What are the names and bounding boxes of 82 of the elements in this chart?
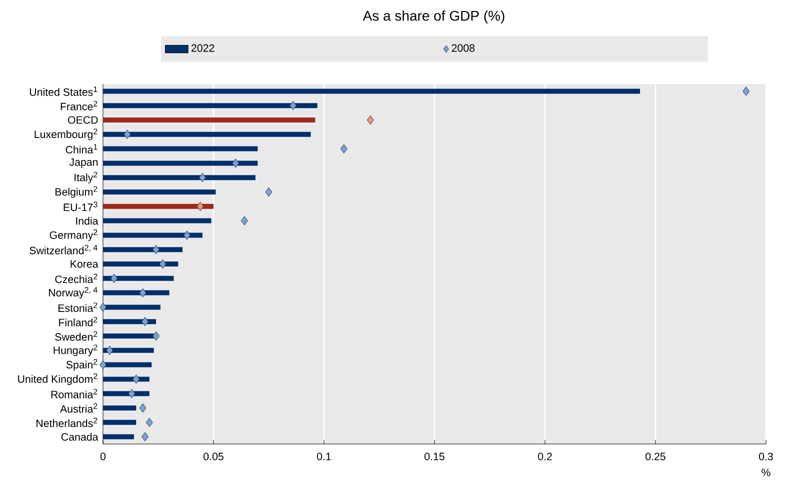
y-tick-label: Luxembourg$^{2}$: [34, 128, 98, 140]
x-tick-label: 0.05: [204, 452, 224, 460]
x-axis-title: %: [762, 468, 770, 476]
point: [124, 130, 131, 139]
y-tick-label: Hungary$^{2}$: [54, 344, 98, 356]
y-tick-label: Belgium$^{2}$: [56, 186, 98, 198]
bar: [103, 175, 256, 180]
point: [142, 317, 148, 326]
bar: [103, 304, 160, 310]
y-tick-label: Korea: [70, 260, 98, 268]
bar: [103, 218, 212, 224]
chart-title: As a share of GDP (%): [362, 10, 504, 24]
x-tick-label: 0.3: [758, 452, 773, 460]
y-tick-label: Japan: [69, 158, 98, 168]
point: [139, 288, 146, 298]
bar: [103, 146, 258, 152]
x-tick-label: 0.2: [538, 452, 552, 460]
bar: [103, 362, 152, 368]
y-tick-label: Sweden$^{2}$: [55, 331, 98, 341]
bar: [103, 189, 216, 194]
point: [152, 245, 160, 254]
bar: [103, 247, 183, 252]
y-tick-label: Estonia$^{2}$: [58, 302, 98, 312]
y-tick-label: United Kingdom$^{2}$: [18, 373, 98, 385]
y-tick-label: EU-17$^{3}$: [64, 202, 98, 212]
x-tick-label: 0.25: [646, 452, 666, 460]
point: [152, 331, 160, 341]
bar: [103, 434, 134, 440]
point: [340, 144, 348, 154]
point: [290, 101, 297, 110]
bar: [103, 160, 258, 166]
x-tick-label: 0.1: [317, 452, 331, 460]
y-tick-label: Italy$^{2}$: [74, 172, 98, 184]
bar: [103, 405, 136, 410]
bar: [103, 117, 316, 122]
point: [146, 418, 153, 427]
bar: [103, 204, 214, 209]
y-tick-label: Austria$^{2}$: [60, 403, 98, 413]
y-tick-label: Canada: [61, 432, 98, 441]
bar: [103, 420, 136, 425]
point: [106, 346, 114, 355]
point: [142, 432, 148, 442]
point: [232, 158, 240, 168]
point: [184, 230, 190, 240]
point: [110, 274, 118, 283]
x-tick-label: 0: [100, 452, 106, 460]
bar: [103, 261, 178, 266]
bar: [103, 333, 154, 338]
point: [139, 403, 146, 413]
legend-label: 2008: [452, 44, 475, 52]
legend-label: 2022: [192, 44, 214, 52]
bar: [103, 88, 640, 94]
point: [132, 374, 140, 384]
point: [100, 360, 106, 370]
y-tick-label: France$^{2}$: [60, 100, 98, 110]
point: [100, 302, 106, 312]
point: [366, 115, 374, 125]
bar: [103, 132, 311, 137]
y-tick-label: OECD: [68, 116, 98, 124]
point: [240, 216, 248, 226]
x-tick-label: 0.15: [424, 452, 444, 460]
point: [128, 389, 136, 398]
y-tick-label: United States$^{1}$: [30, 86, 98, 96]
y-tick-label: Romania$^{2}$: [51, 388, 98, 398]
point: [196, 202, 204, 211]
bar: [103, 276, 174, 281]
bar: [103, 232, 202, 238]
y-tick-label: Germany$^{2}$: [50, 229, 98, 241]
point: [198, 173, 206, 182]
y-tick-label: China$^{1}$: [66, 144, 98, 154]
y-tick-label: India: [76, 216, 98, 225]
y-tick-label: Finland$^{2}$: [59, 316, 98, 326]
bar: [103, 290, 170, 296]
y-tick-label: Switzerland$^{2, 4}$: [30, 244, 98, 254]
point: [742, 86, 750, 96]
y-tick-label: Czechia$^{2}$: [55, 274, 98, 284]
point: [265, 187, 272, 197]
y-tick-label: Norway$^{2, 4}$: [49, 287, 98, 299]
bar: [103, 103, 318, 108]
point: [159, 259, 166, 269]
y-tick-label: Spain$^{2}$: [66, 359, 98, 371]
y-tick-label: Netherlands$^{2}$: [36, 418, 98, 428]
